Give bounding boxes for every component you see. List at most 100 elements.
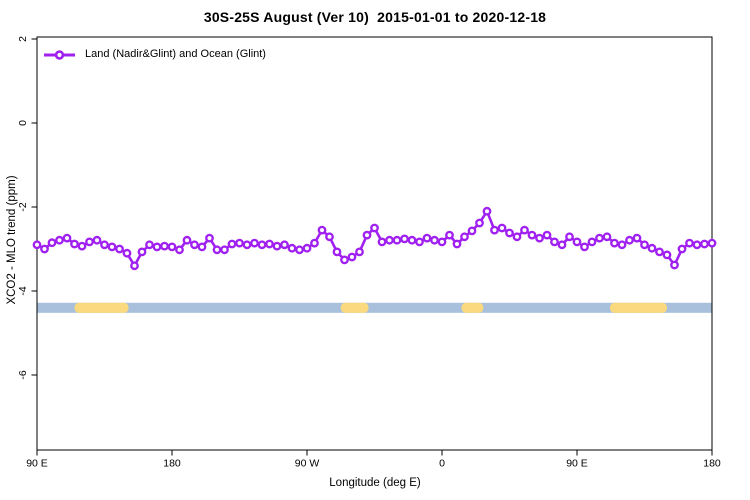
data-point-marker <box>520 225 529 235</box>
y-axis-ticks: 2 0 -2 -4 -6 <box>17 36 37 380</box>
data-point-marker <box>452 239 462 249</box>
data-point-marker <box>527 230 537 240</box>
data-point-marker <box>70 239 79 249</box>
data-point-marker <box>182 235 192 245</box>
data-point-marker <box>362 230 372 240</box>
data-point-marker <box>580 242 589 252</box>
data-point-marker <box>700 239 709 249</box>
data-point-marker <box>385 235 394 245</box>
data-point-marker <box>302 243 312 253</box>
data-point-marker <box>317 225 327 235</box>
x-tick-label: 90 W <box>295 458 320 470</box>
data-point-marker <box>340 255 349 265</box>
data-point-marker <box>662 250 672 260</box>
data-point-marker <box>197 242 207 252</box>
data-point-marker <box>565 232 574 242</box>
data-point-marker <box>490 225 499 235</box>
data-point-marker <box>265 239 274 249</box>
data-point-marker <box>497 223 507 233</box>
data-markers <box>32 206 717 271</box>
y-tick-label: 0 <box>17 120 29 126</box>
data-point-marker <box>512 232 522 242</box>
data-point-marker <box>430 235 439 245</box>
data-point-marker <box>595 233 604 243</box>
y-axis-label: XCO2 - MLO trend (ppm) <box>6 175 18 305</box>
x-axis-ticks: 90 E 180 90 W 0 90 E 180 <box>26 450 721 470</box>
data-point-marker <box>227 239 237 249</box>
data-point-marker <box>100 240 109 250</box>
data-point-marker <box>332 247 342 257</box>
data-point-marker <box>535 233 544 243</box>
land-band-segment <box>461 302 484 313</box>
data-point-marker <box>175 245 184 255</box>
data-point-marker <box>460 232 469 242</box>
data-point-marker <box>505 228 514 238</box>
legend-key <box>44 50 75 60</box>
data-point-marker <box>85 237 94 247</box>
data-point-marker <box>250 238 259 248</box>
data-point-marker <box>647 243 657 253</box>
data-point-marker <box>602 232 612 242</box>
data-point-marker <box>685 238 694 248</box>
data-point-marker <box>632 233 642 243</box>
data-point-marker <box>235 238 244 248</box>
data-point-marker <box>437 237 447 247</box>
x-tick-label: 180 <box>163 458 181 470</box>
x-tick-label: 90 E <box>566 458 588 470</box>
data-point-marker <box>392 235 402 245</box>
data-point-marker <box>242 240 252 250</box>
data-point-marker <box>355 247 364 257</box>
data-point-marker <box>482 206 492 216</box>
data-point-marker <box>107 242 117 252</box>
data-point-marker <box>287 243 297 253</box>
data-point-marker <box>542 230 552 240</box>
data-point-marker <box>467 226 477 236</box>
data-point-marker <box>220 245 229 255</box>
data-point-marker <box>212 245 222 255</box>
y-tick-label: -2 <box>17 202 29 211</box>
data-point-marker <box>677 244 687 254</box>
x-tick-label: 180 <box>703 458 721 470</box>
data-point-marker <box>190 240 199 250</box>
land-band-segment <box>74 302 129 313</box>
data-point-marker <box>587 237 597 247</box>
data-point-marker <box>655 247 664 257</box>
data-point-marker <box>370 223 379 233</box>
data-point-marker <box>160 241 169 251</box>
x-axis-label: Longitude (deg E) <box>329 477 421 489</box>
land-band-segment <box>340 302 369 313</box>
data-point-marker <box>347 252 357 262</box>
data-point-marker <box>115 244 124 254</box>
x-tick-label: 90 E <box>26 458 48 470</box>
data-point-marker <box>40 244 49 254</box>
data-point-marker <box>377 237 387 247</box>
data-point-marker <box>77 241 87 251</box>
data-point-marker <box>610 238 619 248</box>
data-point-marker <box>55 235 64 245</box>
data-point-marker <box>475 218 484 228</box>
data-point-marker <box>295 245 304 255</box>
data-point-marker <box>280 240 289 250</box>
data-point-marker <box>572 237 582 247</box>
land-band-segment <box>610 302 667 313</box>
data-point-marker <box>557 240 567 250</box>
data-point-marker <box>707 238 717 248</box>
data-point-marker <box>130 261 139 271</box>
y-tick-label: 2 <box>17 36 29 42</box>
data-point-marker <box>62 233 72 243</box>
data-point-marker <box>550 237 559 247</box>
legend-marker-icon <box>54 50 65 60</box>
data-point-marker <box>257 240 267 250</box>
data-point-marker <box>32 240 42 250</box>
data-point-marker <box>445 230 454 240</box>
data-point-marker <box>310 238 319 248</box>
data-point-marker <box>640 240 649 250</box>
ocean-band-segment <box>37 302 712 313</box>
y-tick-label: -6 <box>17 370 29 379</box>
data-point-marker <box>407 235 417 245</box>
data-point-marker <box>400 234 409 244</box>
data-point-marker <box>670 260 679 270</box>
data-point-marker <box>152 242 162 252</box>
data-point-marker <box>272 241 282 251</box>
